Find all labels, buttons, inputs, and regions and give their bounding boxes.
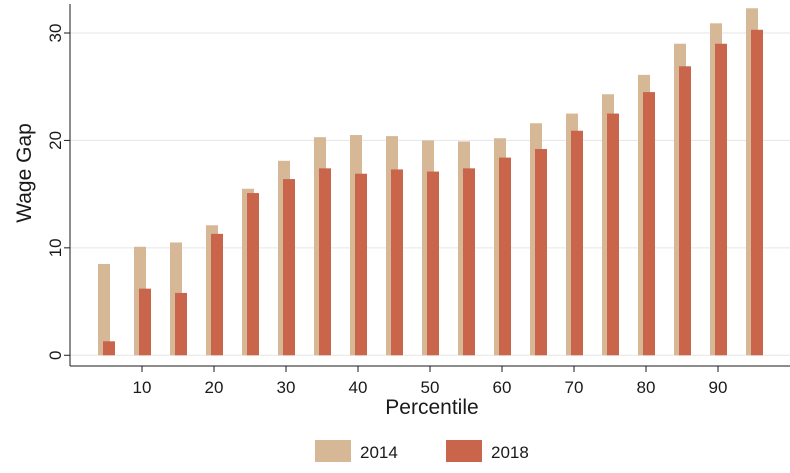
axes: [64, 4, 790, 372]
x-tick-label: 20: [205, 378, 224, 397]
legend-swatch-2014: [315, 440, 351, 462]
bars: [98, 8, 763, 356]
y-tick-label: 20: [46, 131, 65, 150]
bar-2018: [211, 233, 223, 356]
x-tick-label: 40: [349, 378, 368, 397]
x-tick-label: 10: [133, 378, 152, 397]
legend-label-2014: 2014: [360, 443, 398, 462]
bar-2018: [175, 292, 187, 356]
x-tick-label: 30: [277, 378, 296, 397]
legend-swatch-2018: [446, 440, 482, 462]
tick-labels: 0 10 20 30 10 20 30 40 50 60 70 80 90: [46, 24, 728, 397]
x-tick-label: 60: [493, 378, 512, 397]
x-tick-label: 70: [565, 378, 584, 397]
bar-2018: [139, 288, 151, 356]
y-axis-title: Wage Gap: [13, 123, 36, 223]
bar-2018: [607, 113, 619, 356]
bar-2018: [751, 29, 763, 356]
x-tick-label: 90: [709, 378, 728, 397]
bar-2018: [427, 171, 439, 356]
bar-2018: [715, 43, 727, 356]
bar-2018: [247, 193, 259, 356]
bar-2014: [98, 263, 110, 356]
y-tick-label: 30: [46, 24, 65, 43]
bar-2018: [535, 149, 547, 356]
bar-2018: [103, 341, 115, 356]
y-tick-label: 0: [46, 351, 65, 360]
bar-2018: [391, 169, 403, 356]
bar-2018: [463, 168, 475, 356]
bar-2018: [679, 66, 691, 356]
x-tick-label: 80: [637, 378, 656, 397]
legend: 2014 2018: [315, 440, 529, 462]
legend-label-2018: 2018: [491, 443, 529, 462]
bar-2018: [499, 157, 511, 356]
x-tick-label: 50: [421, 378, 440, 397]
x-axis-title: Percentile: [385, 396, 478, 419]
bar-2018: [355, 173, 367, 356]
bar-2018: [571, 130, 583, 356]
bar-2018: [643, 92, 655, 356]
bar-2018: [283, 179, 295, 356]
bar-2018: [319, 168, 331, 356]
y-tick-label: 10: [46, 238, 65, 257]
